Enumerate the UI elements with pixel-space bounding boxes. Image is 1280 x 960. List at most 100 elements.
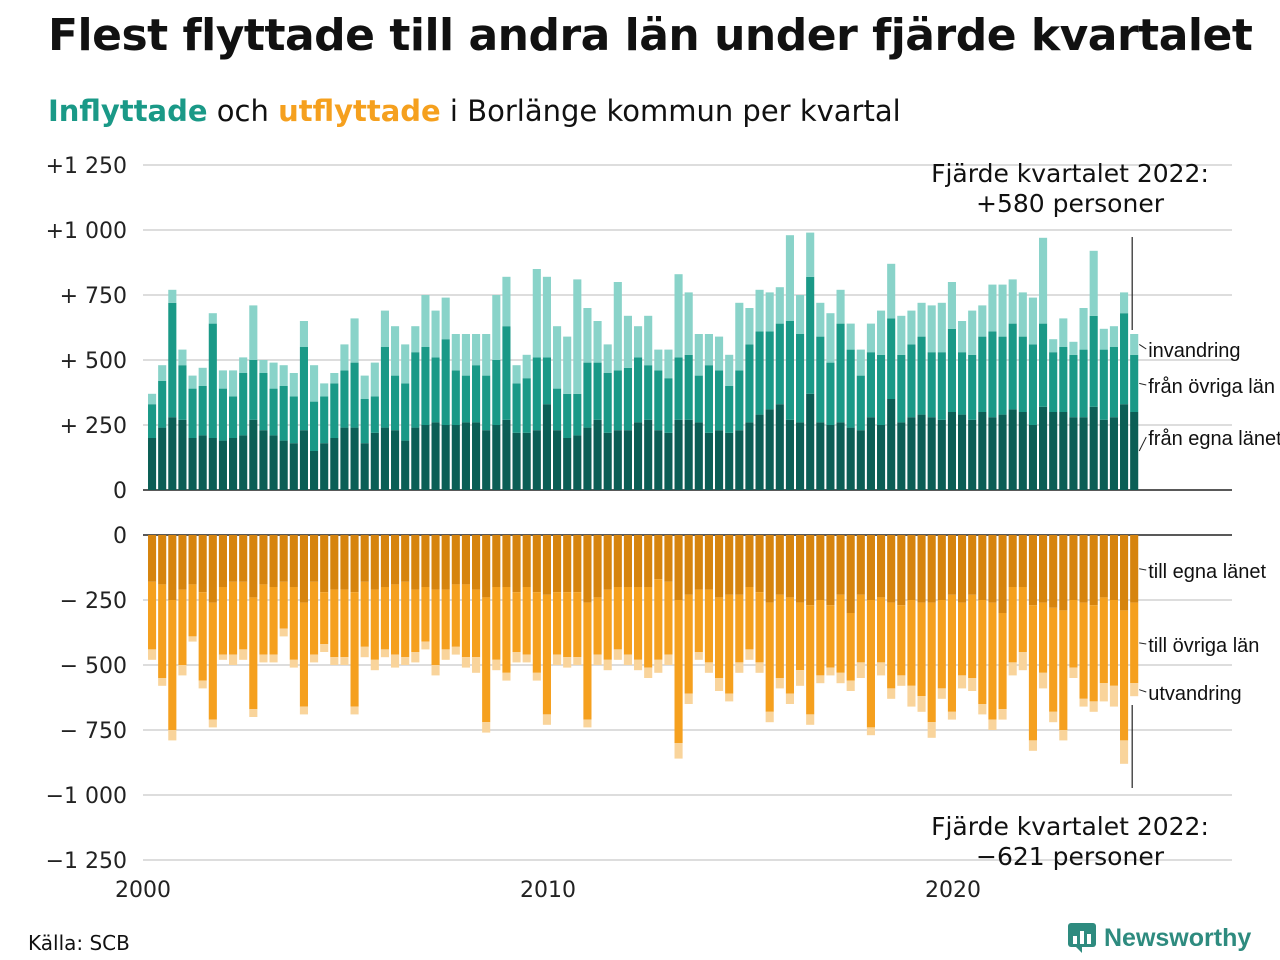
bar-segment [168,417,177,490]
bar-segment [826,667,835,676]
subtitle-outflow-word: utflyttade [278,94,441,128]
bar-segment [1120,610,1129,741]
bar-segment [249,360,258,420]
bar-segment [492,659,501,671]
series-label: från egna länet [1148,428,1280,450]
bar-segment [492,587,501,660]
bar-segment [583,308,592,363]
bar-segment [1130,602,1139,684]
bar-segment [887,535,896,603]
bar-segment [1039,406,1048,490]
bar-segment [998,613,1007,710]
bar-segment [745,422,754,490]
bar-segment [806,714,815,725]
bar-segment [785,535,794,598]
bar-segment [775,535,784,595]
bar-segment [542,404,551,490]
bar-segment [836,422,845,490]
bar-segment [613,370,622,431]
bar-segment [704,589,713,663]
newsworthy-icon [1068,923,1096,953]
bar-segment [937,600,946,689]
bar-segment [623,535,632,587]
bar-segment [208,602,217,720]
bar-segment [1008,535,1017,587]
bar-segment [1099,535,1108,598]
bar-segment [269,654,278,663]
bar-segment [340,427,349,490]
bar-segment [269,435,278,490]
bar-segment [816,336,825,423]
bar-segment [1130,683,1139,697]
bar-segment [472,422,481,490]
bar-segment [148,393,157,405]
bar-segment [715,535,724,598]
bar-segment [937,302,946,353]
bar-segment [229,396,238,438]
bar-segment [806,605,815,715]
bar-segment [634,422,643,490]
bar-segment [522,535,531,587]
bar-segment [654,535,663,580]
bar-segment [269,362,278,389]
bar-segment [421,641,430,650]
series-leader-line [1139,568,1147,571]
bar-segment [634,587,643,660]
bar-segment [968,594,977,678]
bar-segment [350,592,359,707]
bar-segment [937,535,946,600]
bar-segment [755,289,764,332]
bar-segment [583,719,592,728]
bar-segment [664,654,673,665]
bar-segment [279,628,288,637]
bar-segment [411,652,420,663]
bar-segment [532,430,541,490]
y-tick-label: + 750 [60,284,127,309]
bar-segment [411,326,420,353]
bar-segment [694,422,703,490]
bar-segment [947,412,956,490]
x-tick-label: 2010 [520,878,576,903]
bar-segment [644,667,653,678]
bar-segment [360,443,369,490]
bar-segment [380,587,389,650]
bar-segment [482,430,491,490]
bar-segment [877,425,886,490]
bar-segment [593,321,602,363]
bar-segment [320,396,329,444]
bar-segment [279,535,288,582]
bar-segment [715,597,724,678]
bar-segment [715,370,724,431]
bar-segment [340,657,349,665]
bar-segment [745,649,754,660]
bar-segment [968,419,977,490]
bar-segment [1059,318,1068,347]
bar-segment [492,425,501,490]
bar-segment [573,535,582,593]
bar-segment [370,589,379,660]
bar-segment [178,349,187,366]
bar-segment [1059,535,1068,611]
bar-segment [563,438,572,490]
bar-segment [725,386,734,433]
bar-segment [674,600,683,743]
bar-segment [218,654,227,660]
bar-segment [1109,535,1118,600]
chart-subtitle: Inflyttade och utflyttade i Borlänge kom… [48,94,901,128]
bar-segment [198,367,207,386]
bar-segment [1109,600,1118,686]
bar-segment [958,352,967,415]
bar-segment [249,597,258,710]
bar-segment [715,430,724,490]
bar-segment [299,321,308,347]
bar-segment [715,678,724,691]
bar-segment [259,360,268,373]
bar-segment [350,427,359,490]
subtitle-rest: i Borlänge kommun per kvartal [440,94,901,128]
bar-segment [461,334,470,376]
bar-segment [350,318,359,363]
bar-segment [937,688,946,699]
bar-segment [370,432,379,490]
bar-segment [451,425,460,490]
y-tick-label: − 750 [60,719,127,744]
